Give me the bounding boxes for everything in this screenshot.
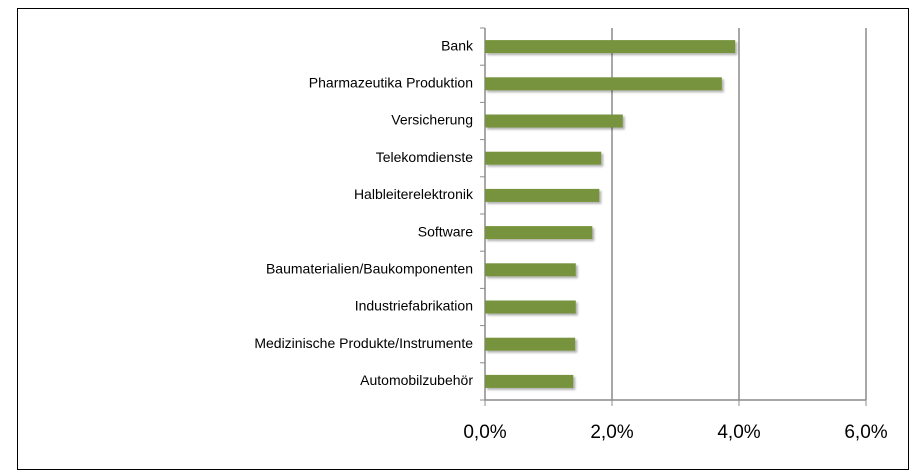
chart-border: [17, 8, 909, 470]
bar: [485, 40, 736, 54]
bar: [485, 151, 602, 165]
category-label: Halbleiterelektronik: [354, 186, 474, 202]
category-label: Telekomdienste: [376, 149, 473, 165]
category-label: Medizinische Produkte/Instrumente: [254, 335, 473, 351]
category-label: Versicherung: [391, 112, 473, 128]
x-tick-label: 2,0%: [590, 422, 633, 443]
category-label: Industriefabrikation: [355, 298, 473, 314]
category-label: Baumaterialien/Baukomponenten: [266, 261, 473, 277]
x-tick-label: 6,0%: [844, 422, 887, 443]
bar: [485, 188, 600, 202]
bar: [485, 114, 623, 128]
bar: [485, 263, 576, 277]
bar: [485, 300, 576, 314]
category-label: Automobilzubehör: [360, 372, 473, 388]
bar: [485, 226, 593, 240]
x-tick-label: 4,0%: [717, 422, 760, 443]
bar: [485, 77, 722, 91]
x-tick-label: 0,0%: [463, 422, 506, 443]
category-label: Software: [418, 223, 473, 239]
category-label: Bank: [441, 37, 474, 53]
category-label: Pharmazeutika Produktion: [309, 75, 473, 91]
bar: [485, 374, 574, 388]
bar: [485, 337, 576, 351]
